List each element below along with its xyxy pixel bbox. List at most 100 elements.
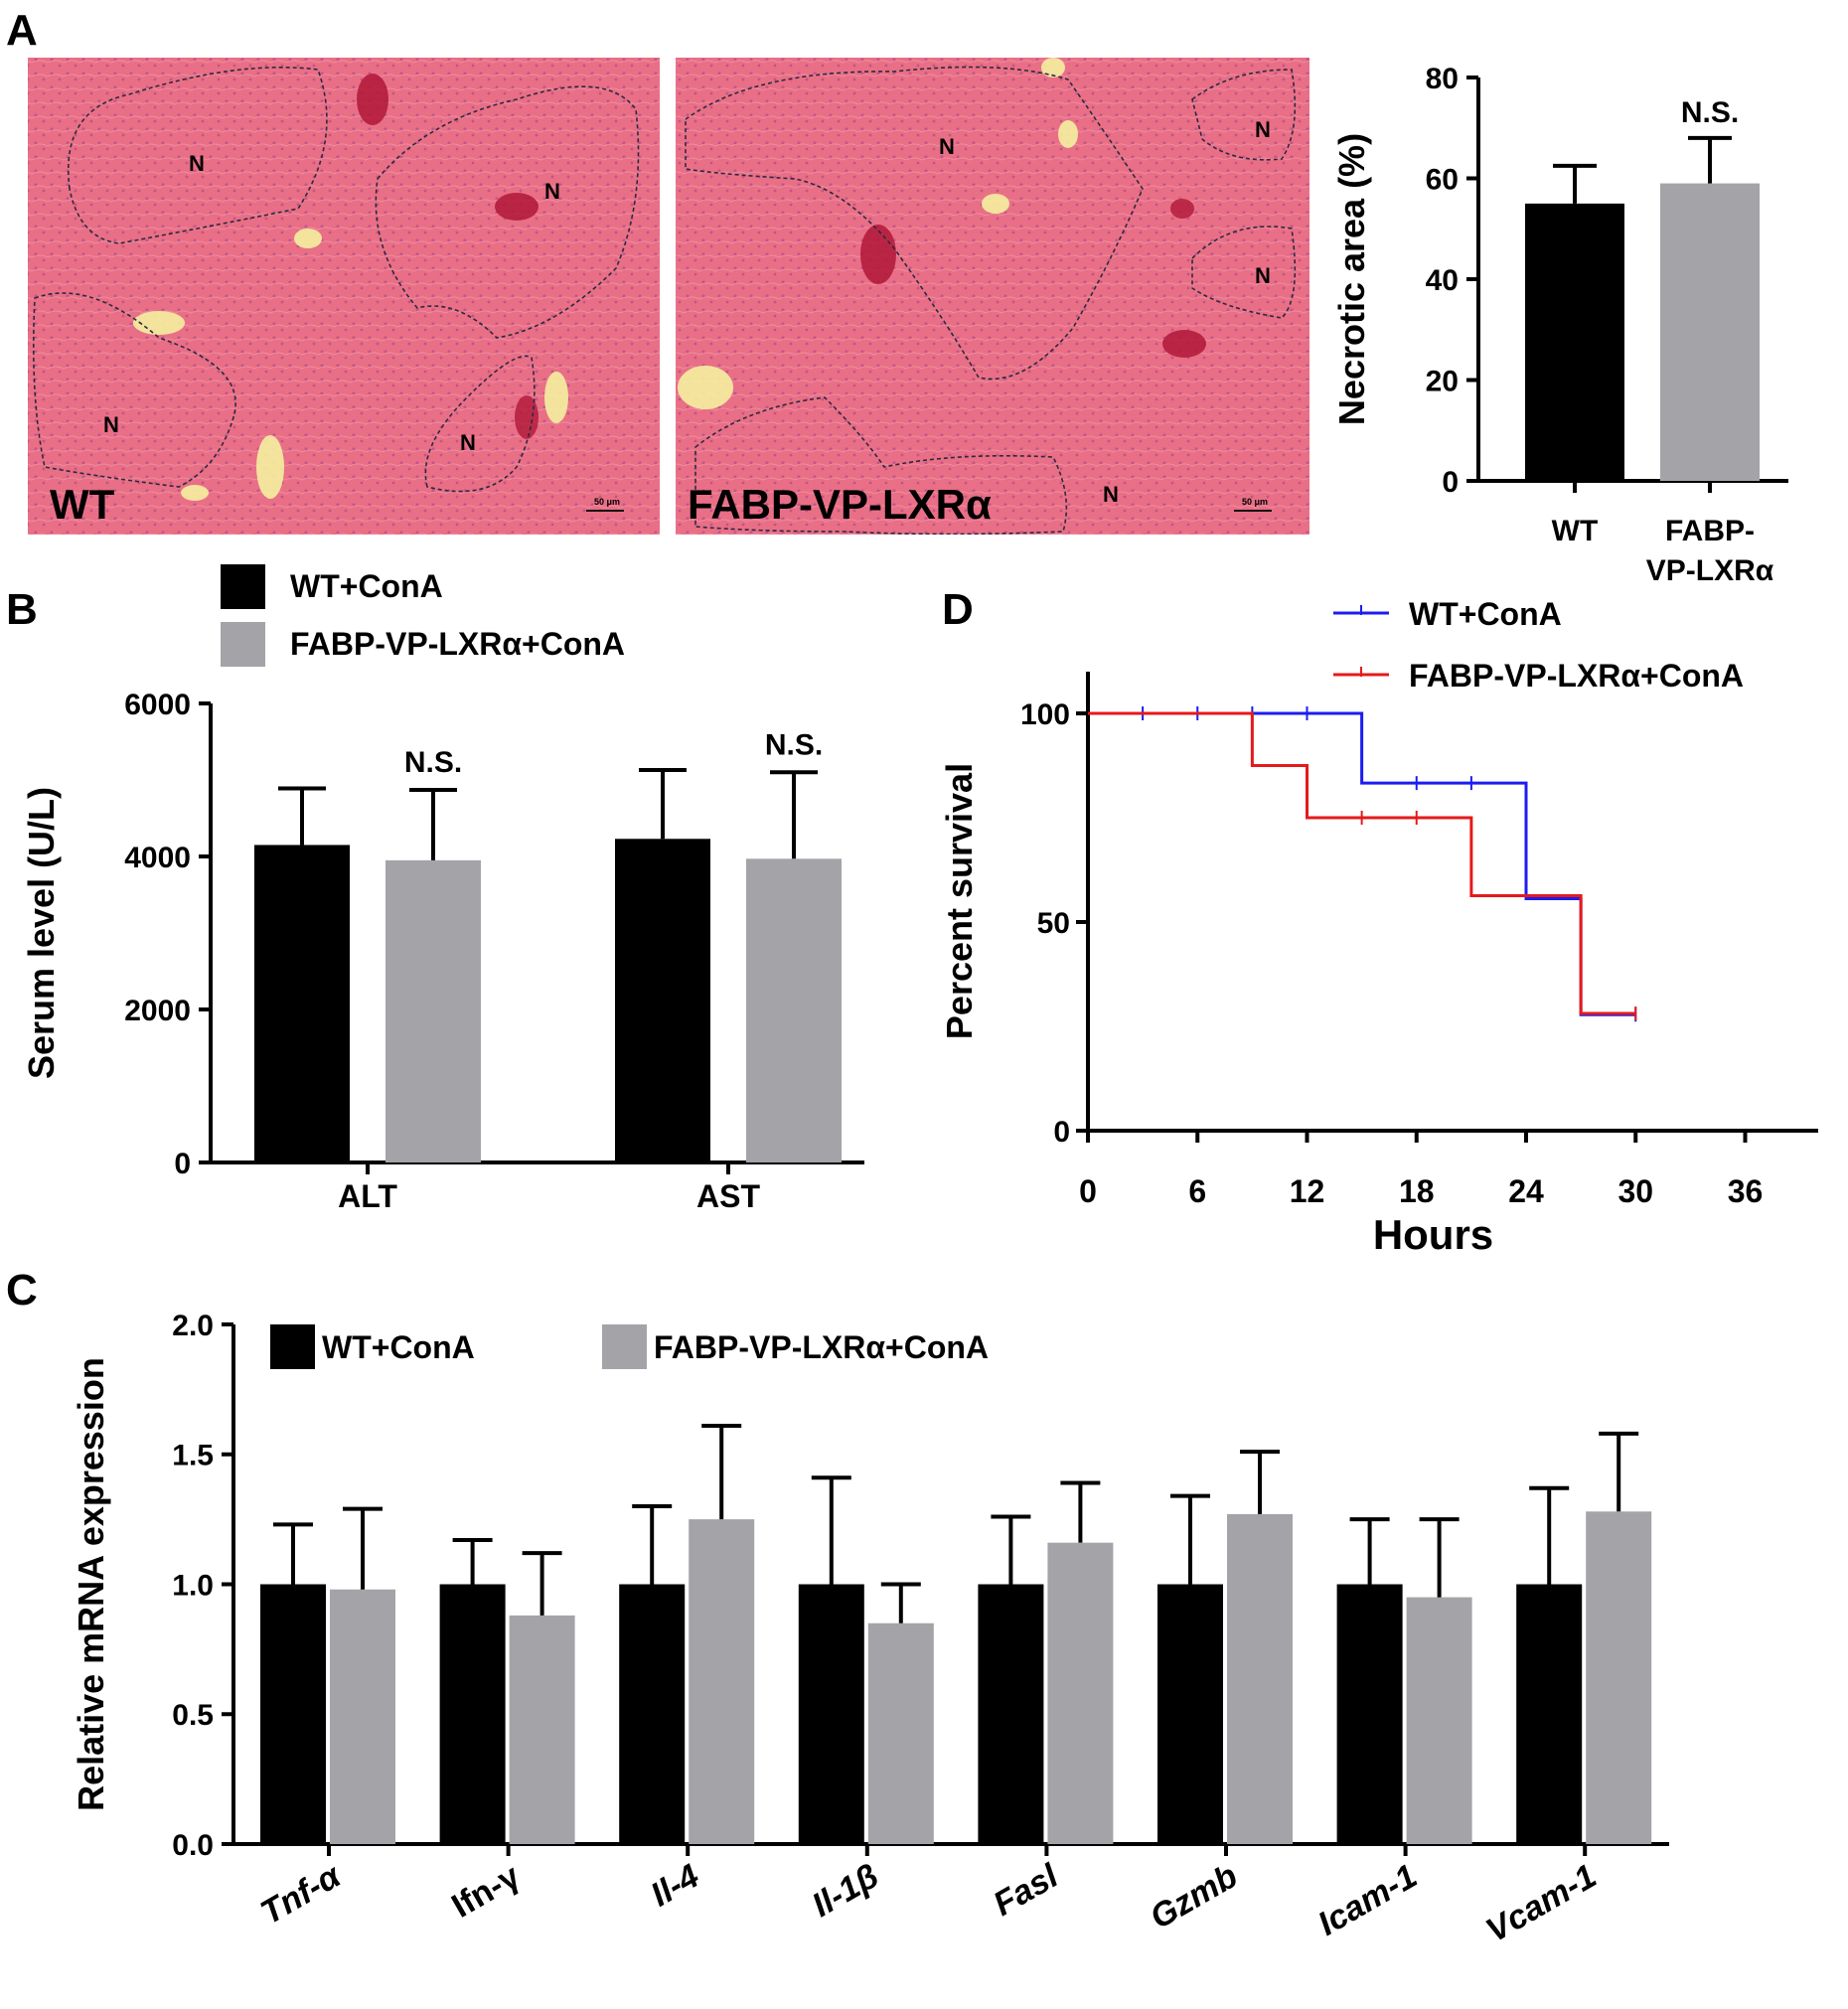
bar [1660, 183, 1760, 481]
x-tick-label: Ifn-γ [445, 1857, 526, 1926]
y-tick-label: 80 [1426, 63, 1459, 95]
y-tick-label: 0 [174, 1148, 191, 1180]
bar [1336, 1584, 1403, 1844]
x-tick-label: 6 [1188, 1173, 1206, 1209]
necrotic-region-label: N [460, 430, 476, 455]
x-tick-label: 36 [1728, 1173, 1764, 1209]
legend-swatch [221, 564, 265, 609]
bar [1406, 1597, 1472, 1844]
x-tick-label: Fasl [987, 1856, 1065, 1924]
y-tick-label: 0 [1442, 466, 1459, 499]
y-axis-label: Percent survival [939, 763, 980, 1039]
necrotic-region-label: N [939, 134, 955, 159]
y-axis-label: Necrotic area (%) [1331, 133, 1372, 425]
legend-label: FABP-VP-LXRα+ConA [1409, 658, 1744, 694]
bar [254, 845, 350, 1162]
legend-label: WT+ConA [290, 568, 443, 604]
necrotic-region-label: N [103, 412, 119, 437]
bar [439, 1584, 506, 1844]
y-axis-label: Relative mRNA expression [71, 1357, 111, 1811]
x-tick-label: 12 [1290, 1173, 1325, 1209]
bar [615, 839, 710, 1162]
bar [385, 859, 481, 1162]
bar [1227, 1513, 1293, 1844]
bar [867, 1623, 934, 1844]
bar [1157, 1584, 1223, 1844]
scale-bar-label: 50 μm [1242, 497, 1268, 507]
y-tick-label: 4000 [124, 842, 191, 874]
chart-percent-survival: 0 50 100 0 6 12 18 24 30 36 Hours Percent survival W… [939, 596, 1818, 1258]
bar [798, 1584, 864, 1844]
significance-label: N.S. [765, 728, 823, 761]
y-tick-label: 0 [1053, 1116, 1070, 1149]
legend-swatch [221, 622, 265, 667]
significance-label: N.S. [404, 746, 462, 779]
x-tick-label: Tnf-α [254, 1856, 349, 1932]
x-tick-label: Icam-1 [1311, 1857, 1423, 1943]
necrotic-region-label: N [1255, 263, 1271, 288]
bar [619, 1584, 686, 1844]
y-tick-label: 6000 [124, 689, 191, 721]
y-axis-label: Serum level (U/L) [21, 787, 62, 1079]
y-tick-label: 2000 [124, 995, 191, 1027]
y-tick-label: 50 [1037, 907, 1070, 940]
y-tick-label: 60 [1426, 163, 1459, 196]
significance-label: N.S. [1681, 96, 1739, 129]
y-tick-label: 100 [1020, 698, 1070, 731]
necrotic-region-label: N [1255, 117, 1271, 142]
x-tick-label: ALT [338, 1178, 397, 1214]
legend-label: WT+ConA [322, 1329, 475, 1365]
x-tick-label: 0 [1079, 1173, 1097, 1209]
bar [1586, 1511, 1652, 1844]
chart-serum-level: 0 2000 4000 6000 Serum level (U/L) ALT AST N.S.… [21, 564, 864, 1214]
x-tick-label: FABP- [1665, 515, 1755, 547]
panel-letter-b: B [6, 585, 38, 634]
x-tick-label: 30 [1617, 1173, 1653, 1209]
legend-label: WT+ConA [1409, 596, 1562, 632]
necrotic-region-label: N [189, 151, 205, 176]
x-tick-label: 18 [1399, 1173, 1435, 1209]
x-tick-label: Il-1β [806, 1857, 885, 1925]
x-tick-label: 24 [1508, 1173, 1544, 1209]
y-tick-label: 0.0 [172, 1829, 214, 1862]
y-tick-label: 1.5 [172, 1440, 214, 1472]
y-tick-label: 20 [1426, 365, 1459, 397]
panel-letter-d: D [942, 585, 974, 634]
scale-bar-label: 50 μm [594, 497, 620, 507]
necrotic-region-label: N [544, 179, 560, 204]
survival-line [1088, 711, 1636, 1015]
chart-mrna-expression: 0.0 0.5 1.0 1.5 2.0 Relative mRNA expression T… [71, 1310, 1669, 1949]
panel-letter-c: C [6, 1266, 38, 1314]
micrograph-wt: N N N N 50 μm WT [28, 58, 660, 535]
panel-letter-a: A [6, 6, 38, 55]
bar [1516, 1584, 1583, 1844]
bar [330, 1589, 395, 1844]
micrograph-group-label: WT [50, 481, 115, 528]
necrotic-region-label: N [1103, 482, 1119, 507]
survival-line [1088, 711, 1636, 1016]
y-tick-label: 40 [1426, 264, 1459, 297]
chart-necrotic-area: 0 20 40 60 80 Necrotic area (%) WT FABP- VP-LXRα… [1331, 63, 1788, 587]
legend-swatch [602, 1324, 647, 1369]
legend-swatch [270, 1324, 315, 1369]
legend-label: FABP-VP-LXRα+ConA [654, 1329, 989, 1365]
x-tick-label: WT [1552, 515, 1599, 547]
micrograph-fabp-vp-lxra: N N N N 50 μm FABP-VP-LXRα [676, 58, 1309, 535]
bar [978, 1584, 1044, 1844]
bar [509, 1615, 575, 1844]
x-tick-label: AST [696, 1178, 760, 1214]
y-tick-label: 1.0 [172, 1569, 214, 1602]
bar [1525, 203, 1624, 481]
x-tick-label: Gzmb [1144, 1857, 1244, 1936]
y-tick-label: 0.5 [172, 1699, 214, 1732]
x-tick-label: Vcam-1 [1479, 1857, 1603, 1949]
x-axis-label: Hours [1373, 1211, 1493, 1258]
bar [746, 858, 842, 1162]
x-tick-label: VP-LXRα [1646, 554, 1774, 587]
legend-label: FABP-VP-LXRα+ConA [290, 626, 625, 662]
x-tick-label: Il-4 [645, 1857, 706, 1915]
bar [689, 1519, 755, 1844]
bar [260, 1584, 326, 1844]
micrograph-group-label: FABP-VP-LXRα [688, 481, 992, 528]
